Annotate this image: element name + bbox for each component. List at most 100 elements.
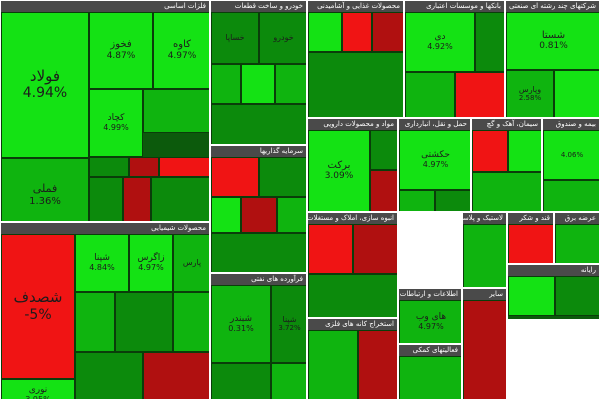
stock-tile-unlabeled[interactable] — [463, 300, 506, 399]
stock-symbol: فولاد — [29, 66, 61, 85]
stock-tile-unlabeled[interactable] — [342, 12, 372, 52]
stock-tile-unlabeled[interactable] — [75, 292, 115, 352]
stock-tile[interactable]: 4.06% — [543, 130, 599, 180]
stock-tile-unlabeled[interactable] — [555, 224, 599, 263]
sector-tiles: های وب 4.97% — [399, 300, 461, 343]
sector-title: سرمایه گذاریها — [211, 146, 306, 157]
stock-tile[interactable]: وپارس 2.58% — [506, 70, 554, 117]
sector-16[interactable]: اطلاعات و ارتباطات های وب 4.97% — [398, 288, 462, 344]
stock-tile[interactable]: نوری 3.95% — [1, 379, 75, 399]
stock-tile-unlabeled[interactable] — [308, 224, 353, 274]
stock-tile-unlabeled[interactable] — [358, 330, 397, 399]
stock-tile-unlabeled[interactable] — [241, 197, 277, 233]
stock-tile-unlabeled[interactable] — [115, 292, 173, 352]
stock-tile[interactable]: خودرو — [259, 12, 306, 64]
stock-tile-unlabeled[interactable] — [271, 363, 306, 399]
stock-tile-unlabeled[interactable] — [275, 64, 306, 104]
sector-19[interactable]: فعالیتهای کمکی — [398, 344, 462, 400]
sector-17[interactable]: لاستیک و پلاستیک — [462, 212, 507, 288]
stock-tile[interactable]: شستا 0.81% — [506, 12, 599, 70]
sector-5[interactable]: محصولات غذایی و آشامیدنی — [307, 0, 404, 118]
stock-tile[interactable]: حکشتی 4.97% — [399, 130, 470, 190]
stock-tile[interactable]: کچاد 4.99% — [89, 89, 143, 157]
stock-tile-unlabeled[interactable] — [123, 177, 151, 221]
sector-12[interactable]: سیمان، آهک و گچ — [471, 118, 542, 212]
stock-tile-unlabeled[interactable] — [173, 292, 209, 352]
sector-14[interactable]: قند و شکر — [507, 212, 554, 264]
stock-tile-unlabeled[interactable] — [475, 12, 504, 72]
stock-tile-unlabeled[interactable] — [211, 104, 306, 144]
sector-tiles — [399, 356, 461, 399]
stock-tile-unlabeled[interactable] — [508, 224, 553, 263]
sector-11[interactable]: حمل و نقل، انبارداری حکشتی 4.97% — [398, 118, 471, 212]
stock-tile[interactable]: فملی 1.36% — [1, 158, 89, 221]
stock-tile-unlabeled[interactable] — [211, 233, 306, 272]
stock-tile-unlabeled[interactable] — [211, 64, 241, 104]
stock-change: 4.92% — [427, 42, 453, 52]
stock-tile-unlabeled[interactable] — [151, 177, 209, 221]
stock-tile-unlabeled[interactable] — [370, 170, 397, 211]
sector-8[interactable]: استخراج کانه های فلزی — [307, 318, 398, 400]
stock-tile-unlabeled[interactable] — [508, 276, 555, 316]
sector-20[interactable]: سایر — [462, 288, 507, 400]
sector-18[interactable]: رایانه — [507, 264, 600, 320]
sector-6[interactable]: مواد و محصولات دارویی برکت 3.09% — [307, 118, 398, 212]
stock-tile[interactable]: فولاد 4.94% — [1, 12, 89, 158]
stock-tile-unlabeled[interactable] — [455, 72, 504, 117]
stock-tile[interactable]: فخوز 4.87% — [89, 12, 153, 89]
sector-9[interactable]: بانکها و موسسات اعتباری دی 4.92% — [404, 0, 505, 118]
stock-tile-unlabeled[interactable] — [370, 130, 397, 170]
stock-tile-unlabeled[interactable] — [435, 190, 470, 211]
stock-tile-unlabeled[interactable] — [472, 130, 508, 172]
stock-tile-unlabeled[interactable] — [211, 157, 259, 197]
stock-tile[interactable]: پارس — [173, 234, 209, 292]
sector-7[interactable]: انبوه سازی، املاک و مستغلات — [307, 212, 398, 318]
stock-tile[interactable]: شپنا 4.84% — [75, 234, 129, 292]
stock-tile-unlabeled[interactable] — [308, 274, 397, 317]
stock-tile-unlabeled[interactable] — [277, 197, 306, 233]
stock-tile-unlabeled[interactable] — [543, 180, 599, 211]
stock-tile-unlabeled[interactable] — [241, 64, 275, 104]
stock-tile[interactable]: های وب 4.97% — [399, 300, 461, 343]
stock-tile-unlabeled[interactable] — [308, 52, 403, 117]
sector-title: استخراج کانه های فلزی — [308, 319, 397, 330]
stock-tile[interactable]: شبندر 0.31% — [211, 285, 271, 363]
stock-tile[interactable]: دی 4.92% — [405, 12, 475, 72]
stock-tile-unlabeled[interactable] — [405, 72, 455, 117]
stock-tile-unlabeled[interactable] — [89, 177, 123, 221]
stock-tile-unlabeled[interactable] — [554, 70, 599, 117]
stock-tile[interactable]: برکت 3.09% — [308, 130, 370, 211]
stock-tile-unlabeled[interactable] — [555, 276, 599, 316]
stock-tile-unlabeled[interactable] — [89, 157, 129, 177]
stock-tile-unlabeled[interactable] — [159, 157, 209, 177]
sector-0[interactable]: فلزات اساسی فولاد 4.94% فملی 1.36% فخوز 4.87% ک… — [0, 0, 210, 222]
stock-tile-unlabeled[interactable] — [399, 190, 435, 211]
stock-tile-unlabeled[interactable] — [308, 330, 358, 399]
stock-tile-unlabeled[interactable] — [211, 363, 271, 399]
stock-tile-unlabeled[interactable] — [75, 352, 143, 399]
stock-tile[interactable]: زاگرس 4.97% — [129, 234, 173, 292]
stock-tile-unlabeled[interactable] — [308, 12, 342, 52]
sector-3[interactable]: سرمایه گذاریها — [210, 145, 307, 273]
sector-13[interactable]: بیمه و صندوق 4.06% — [542, 118, 600, 212]
sector-15[interactable]: عرضه برق — [554, 212, 600, 264]
stock-tile-unlabeled[interactable] — [143, 89, 209, 133]
stock-tile-unlabeled[interactable] — [372, 12, 403, 52]
stock-tile-unlabeled[interactable] — [259, 157, 306, 197]
sector-10[interactable]: شرکتهای چند رشته ای صنعتی شستا 0.81% وپارس 2… — [505, 0, 600, 118]
stock-tile-unlabeled[interactable] — [508, 130, 541, 172]
sector-2[interactable]: خودرو و ساخت قطعات خساپا خودرو — [210, 0, 307, 145]
stock-tile-unlabeled[interactable] — [129, 157, 159, 177]
stock-tile-unlabeled[interactable] — [463, 224, 506, 287]
sector-1[interactable]: محصولات شیمیایی شصدف -5% شپنا 4.84% زاگرس 4.97… — [0, 222, 210, 400]
stock-tile[interactable]: کاوه 4.97% — [153, 12, 209, 89]
stock-tile[interactable]: شصدف -5% — [1, 234, 75, 379]
stock-tile[interactable]: خساپا — [211, 12, 259, 64]
stock-tile-unlabeled[interactable] — [399, 356, 461, 399]
stock-tile-unlabeled[interactable] — [472, 172, 541, 211]
stock-tile-unlabeled[interactable] — [353, 224, 397, 274]
stock-tile-unlabeled[interactable] — [143, 352, 209, 399]
sector-4[interactable]: فرآورده های نفتی شبندر 0.31% شپنا 3.72% — [210, 273, 307, 400]
stock-tile-unlabeled[interactable] — [211, 197, 241, 233]
stock-tile[interactable]: شپنا 3.72% — [271, 285, 306, 363]
